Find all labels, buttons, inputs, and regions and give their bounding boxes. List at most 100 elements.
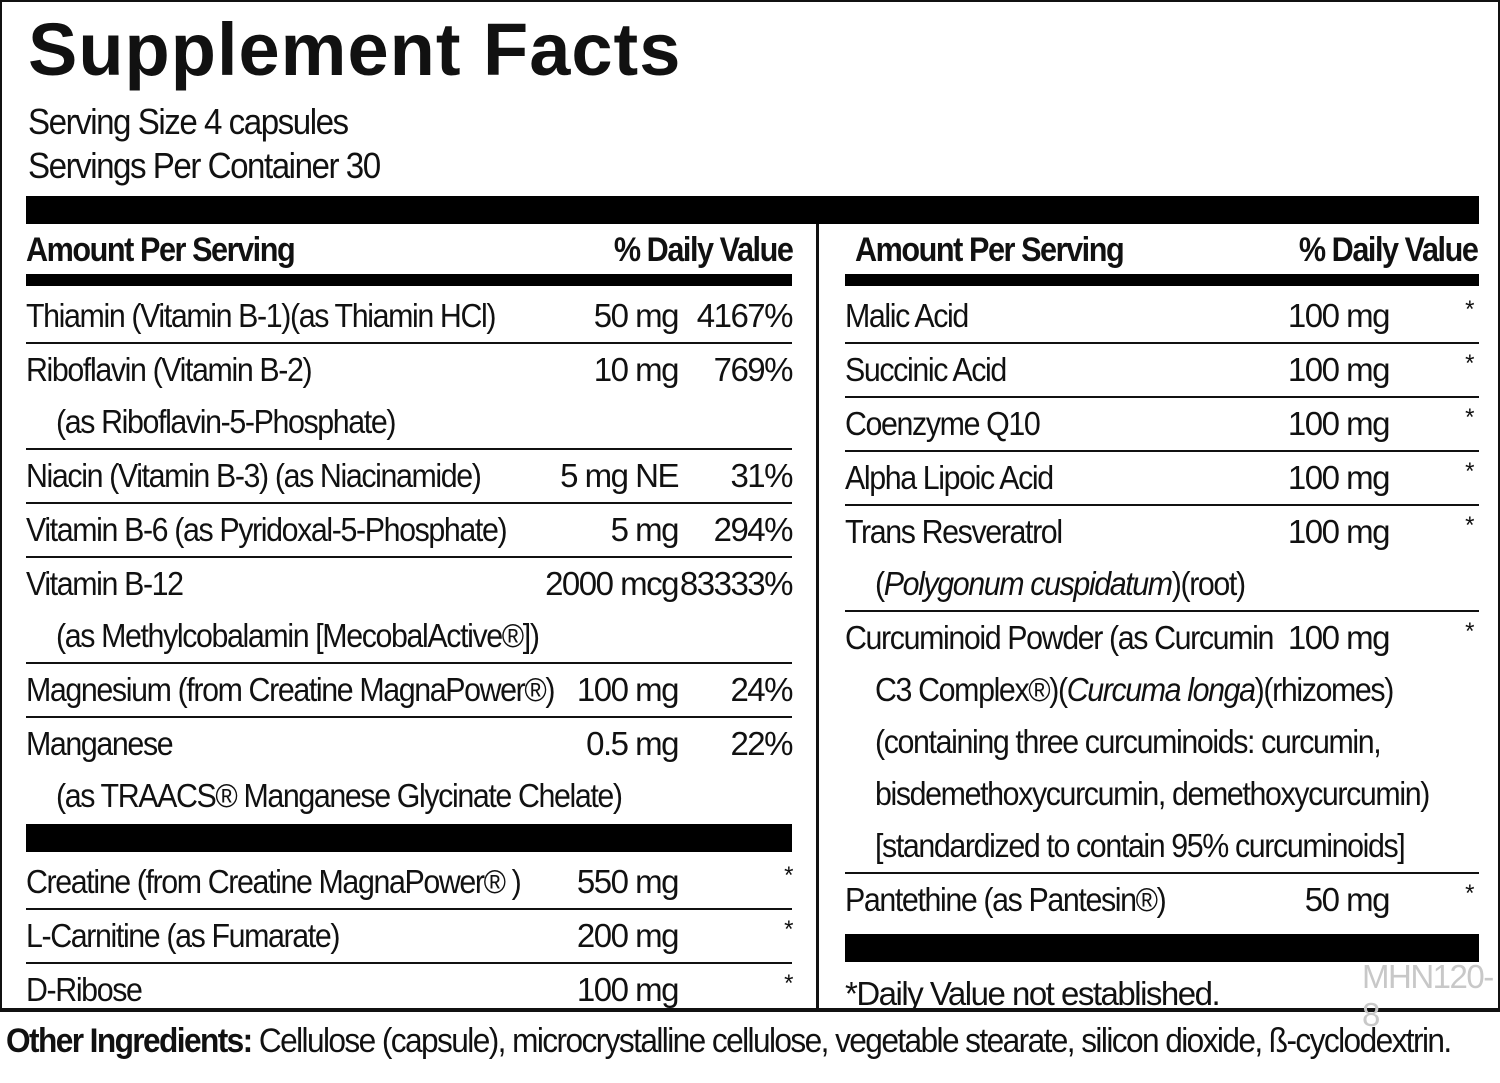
nutrient-name: Riboflavin (Vitamin B-2) [26,351,313,388]
nutrient-row: Coenzyme Q10 100 mg * [845,398,1479,452]
top-divider-bar [26,196,1479,224]
left-nutrient-list: Thiamin (Vitamin B-1)(as Thiamin HCl) 50 … [26,290,794,1016]
nutrient-daily-value: * [784,916,793,943]
nutrient-row: Pantethine (as Pantesin®) 50 mg * [845,874,1479,926]
nutrient-daily-value: * [1465,458,1474,485]
nutrient-row: L-Carnitine (as Fumarate) 200 mg * [26,910,793,964]
table-bottom-rule [0,1008,1500,1012]
nutrient-name: Vitamin B-12 [26,565,184,602]
nutrient-name: (as Riboflavin-5-Phosphate) [56,403,396,440]
nutrient-name-line: Niacin (Vitamin B-3) (as Niacinamide) [26,450,792,502]
nutrient-row: Malic Acid 100 mg * [845,290,1479,344]
nutrient-name: Niacin (Vitamin B-3) (as Niacinamide) [26,457,482,494]
nutrient-daily-value: 4167% [696,297,794,334]
nutrient-amount: 100 mg [1287,297,1391,334]
nutrient-name-line: Curcuminoid Powder (as Curcumin [845,612,1479,664]
nutrient-name-line: Trans Resveratrol [845,506,1479,558]
nutrient-daily-value: * [1465,512,1474,539]
nutrient-amount: 100 mg [1287,513,1391,550]
nutrient-name: Malic Acid [845,297,969,334]
nutrient-name-line: Alpha Lipoic Acid [845,452,1479,504]
other-ingredients: Other Ingredients: Cellulose (capsule), … [6,1022,1452,1061]
nutrient-daily-value: 83333% [679,565,794,602]
nutrient-name: Magnesium (from Creatine MagnaPower®) [26,671,556,708]
nutrient-row: Succinic Acid 100 mg * [845,344,1479,398]
nutrient-name: Pantethine (as Pantesin®) [845,881,1167,918]
nutrient-amount: 50 mg [593,297,680,334]
nutrient-name: Manganese [26,725,174,762]
nutrient-daily-value: * [1465,618,1474,645]
servings-per-container: Servings Per Container 30 [28,145,381,186]
nutrient-name: (as Methylcobalamin [MecobalActive®]) [56,617,540,654]
nutrient-name: Succinic Acid [845,351,1007,388]
right-header: Amount Per Serving % Daily Value [855,226,1478,274]
nutrient-name-line: Vitamin B-12 [26,558,792,610]
nutrient-name-line: (containing three curcuminoids: curcumin… [845,716,1479,768]
nutrient-amount: 100 mg [1287,459,1391,496]
nutrient-name: D-Ribose [26,971,143,1008]
nutrient-daily-value: 294% [713,511,794,548]
left-header-rule [26,274,792,286]
nutrient-name-line: (Polygonum cuspidatum)(root) [845,558,1479,610]
nutrient-amount: 10 mg [593,351,680,388]
nutrient-name-line: Magnesium (from Creatine MagnaPower®) [26,664,792,716]
nutrient-name-line: Pantethine (as Pantesin®) [845,874,1479,926]
nutrient-amount: 5 mg NE [560,457,679,494]
nutrient-daily-value: 24% [730,671,793,708]
nutrient-amount: 100 mg [1287,405,1391,442]
nutrient-name-line: (as Methylcobalamin [MecobalActive®]) [26,610,792,662]
nutrient-name: (containing three curcuminoids: curcumin… [875,723,1382,760]
nutrient-amount: 550 mg [576,863,680,900]
nutrient-amount: 100 mg [1287,351,1391,388]
nutrient-name-line: bisdemethoxycurcumin, demethoxycurcumin) [845,768,1479,820]
nutrient-name: C3 Complex®)(Curcuma longa)(rhizomes) [875,671,1394,708]
nutrient-name-line: Vitamin B-6 (as Pyridoxal-5-Phosphate) [26,504,792,556]
nutrient-amount: 100 mg [1287,619,1391,656]
nutrient-row: Trans Resveratrol (Polygonum cuspidatum)(… [845,506,1479,612]
nutrient-daily-value: * [1465,296,1474,323]
left-header-dv: % Daily Value [613,231,793,269]
right-header-amount: Amount Per Serving [855,231,1125,269]
nutrient-amount: 5 mg [610,511,680,548]
nutrient-row: Thiamin (Vitamin B-1)(as Thiamin HCl) 50 … [26,290,794,344]
other-ingredients-label: Other Ingredients: [6,1022,253,1060]
nutrient-row: Creatine (from Creatine MagnaPower® ) 550… [26,856,793,910]
nutrient-row: Alpha Lipoic Acid 100 mg * [845,452,1479,506]
nutrient-name-line: Thiamin (Vitamin B-1)(as Thiamin HCl) [26,290,792,342]
serving-size: Serving Size 4 capsules [28,101,349,142]
nutrient-daily-value: 31% [730,457,793,494]
label-frame [0,0,1500,1012]
section-divider-bar [26,824,792,852]
nutrient-name: L-Carnitine (as Fumarate) [26,917,340,954]
nutrient-amount: 100 mg [576,671,680,708]
nutrient-name-line: Creatine (from Creatine MagnaPower® ) [26,856,792,908]
nutrient-name: Trans Resveratrol [845,513,1063,550]
nutrient-name: Thiamin (Vitamin B-1)(as Thiamin HCl) [26,297,497,334]
nutrient-row: D-Ribose 100 mg * [26,964,793,1016]
nutrient-name-line: Succinic Acid [845,344,1479,396]
nutrient-name-line: D-Ribose [26,964,792,1016]
nutrient-row: Vitamin B-12 (as Methylcobalamin [Mecobal… [26,558,794,664]
nutrient-amount: 0.5 mg [586,725,679,762]
nutrient-name-line: Malic Acid [845,290,1479,342]
nutrient-daily-value: * [1465,404,1474,431]
nutrient-name-line: [standardized to contain 95% curcuminoid… [845,820,1479,872]
nutrient-daily-value: 769% [713,351,794,388]
nutrient-row: Manganese (as TRAACS® Manganese Glycinate… [26,718,793,822]
nutrient-name-line: (as Riboflavin-5-Phosphate) [26,396,792,448]
nutrient-name: Curcuminoid Powder (as Curcumin [845,619,1274,656]
nutrient-daily-value: * [784,970,793,997]
nutrient-row: Magnesium (from Creatine MagnaPower®) 100… [26,664,793,718]
nutrient-row: Niacin (Vitamin B-3) (as Niacinamide) 5 m… [26,450,793,504]
nutrient-name-line: Coenzyme Q10 [845,398,1479,450]
nutrient-name: Coenzyme Q10 [845,405,1041,442]
nutrient-amount: 100 mg [576,971,680,1008]
nutrient-name-line: Manganese [26,718,792,770]
product-code: MHN120-8 [1362,958,1494,1033]
nutrient-name-line: L-Carnitine (as Fumarate) [26,910,792,962]
nutrient-daily-value: * [1465,880,1474,907]
label-title: Supplement Facts [28,8,682,91]
right-nutrient-list: Malic Acid 100 mg * Succinic Acid 100 mg * Coe… [845,290,1479,1022]
column-divider [816,224,819,1010]
nutrient-daily-value: * [1465,350,1474,377]
